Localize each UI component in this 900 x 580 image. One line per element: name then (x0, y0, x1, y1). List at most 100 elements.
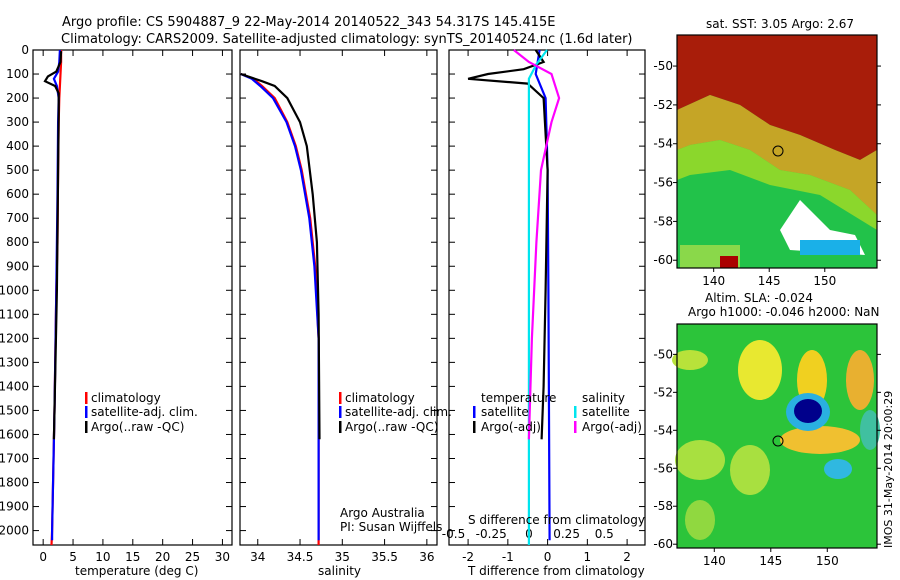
x-tick-label: 34.5 (287, 550, 314, 564)
temperature-xlabel: temperature (deg C) (75, 564, 198, 578)
legend-swatch (85, 421, 88, 433)
y-tick-label: 2000 (0, 524, 29, 538)
y-tick-label: 1300 (0, 355, 29, 369)
legend-swatch (339, 392, 342, 404)
series-line-satellite-adj-clim- (240, 72, 320, 541)
sst-warm-region (677, 35, 877, 160)
legend-label-argo: Argo(..raw -QC) (91, 420, 184, 434)
salinity-xlabel: salinity (318, 564, 361, 578)
lon-tick-label: 140 (702, 274, 725, 288)
series-line-t-satellite (534, 49, 551, 541)
sla-anomaly (672, 350, 708, 370)
y-tick-label: 1700 (0, 451, 29, 465)
lon-tick-label: 145 (758, 274, 781, 288)
lon-tick-label: 140 (703, 554, 726, 568)
sst-patch (720, 256, 738, 268)
map-frame (676, 323, 878, 549)
y-tick-label: 1200 (0, 331, 29, 345)
lat-tick-label: -52 (653, 98, 673, 112)
series-line-argo-raw-qc- (43, 51, 63, 440)
y-tick-label: 200 (6, 91, 29, 105)
x-tick-label: 30 (215, 550, 230, 564)
x-tick-label: -2 (462, 550, 474, 564)
y-tick-label: 100 (6, 67, 29, 81)
legend-label-t-satellite: satellite (481, 405, 529, 419)
x-tick-label: 10 (95, 550, 110, 564)
x-tick-label: 36 (419, 550, 434, 564)
series-line-s-argo-adj- (513, 49, 561, 440)
sla-anomaly (860, 410, 880, 450)
y-tick-label: 1600 (0, 427, 29, 441)
x-tick-label: 25 (185, 550, 200, 564)
sla-map: 140 145 150 -50 -52 -54 -56 -58 -60 (653, 323, 881, 568)
s-diff-tick-label: -0.25 (476, 527, 507, 541)
title-line-2: Climatology: CARS2009. Satellite-adjuste… (61, 32, 633, 47)
y-tick-label: 0 (21, 43, 29, 57)
series-line-t-argo-adj- (467, 49, 549, 440)
legend-label-climatology: climatology (91, 391, 161, 405)
s-diff-tick-label: -0.5 (442, 527, 465, 541)
sla-map-title-1: Altim. SLA: -0.024 (705, 291, 813, 305)
y-tick-label: 600 (6, 187, 29, 201)
lat-tick-label: -54 (653, 137, 673, 151)
x-tick-label: 20 (155, 550, 170, 564)
s-diff-tick-label: 0.25 (553, 527, 580, 541)
series-line-argo-raw-qc- (240, 72, 321, 440)
lon-tick-label: 150 (816, 554, 839, 568)
y-tick-label: 900 (6, 259, 29, 273)
y-tick-label: 1000 (0, 283, 29, 297)
lon-tick-label: 145 (759, 554, 782, 568)
y-tick-label: 1100 (0, 307, 29, 321)
legend-swatch (85, 392, 88, 404)
series-line-s-satellite (527, 49, 548, 545)
legend-title-salinity: salinity (582, 391, 625, 405)
annotation-argo-australia: Argo Australia (340, 506, 425, 520)
y-tick-label: 1400 (0, 379, 29, 393)
y-tick-label: 800 (6, 235, 29, 249)
lat-tick-label: -60 (653, 253, 673, 267)
sla-anomaly (846, 350, 874, 410)
x-tick-label: 34 (250, 550, 265, 564)
sst-map-title: sat. SST: 3.05 Argo: 2.67 (706, 17, 854, 31)
sla-eddy-small (824, 459, 852, 479)
lat-tick-label: -50 (653, 59, 673, 73)
y-tick-label: 1900 (0, 500, 29, 514)
plot-frame (32, 49, 233, 546)
lat-tick-label: -58 (653, 499, 673, 513)
argo-position-marker (772, 145, 784, 157)
sla-anomaly (685, 500, 715, 540)
sst-map: 140 145 150 -50 -52 -54 -56 -58 -60 (653, 34, 881, 288)
sdiff-xlabel: S difference from climatology (468, 513, 645, 527)
s-diff-tick-label: 0.5 (595, 527, 614, 541)
legend-label-s-argo: Argo(-adj) (582, 420, 642, 434)
legend-title-temperature: temperature (481, 391, 556, 405)
x-tick-label: 0 (39, 550, 47, 564)
imos-stamp: IMOS 31-May-2014 20:00:29 (882, 391, 895, 548)
sla-anomaly (730, 445, 770, 495)
legend-label-argo: Argo(..raw -QC) (345, 420, 438, 434)
x-tick-label: 1 (584, 550, 592, 564)
y-tick-label: 400 (6, 139, 29, 153)
map-frame (676, 34, 878, 269)
lon-tick-label: 150 (813, 274, 836, 288)
y-tick-label: 1800 (0, 476, 29, 490)
sla-eddy-core (794, 399, 822, 423)
legend-label-satellite: satellite-adj. clim. (345, 405, 452, 419)
lat-tick-label: -56 (653, 461, 673, 475)
legend-swatch (473, 421, 476, 433)
legend-swatch (339, 421, 342, 433)
lat-tick-label: -60 (653, 537, 673, 551)
tdiff-xlabel: T difference from climatology (467, 564, 645, 578)
lat-tick-label: -54 (653, 423, 673, 437)
sst-front-yellow (677, 140, 877, 230)
legend-swatch (574, 406, 577, 418)
sla-anomaly (738, 340, 782, 400)
x-tick-label: 15 (125, 550, 140, 564)
x-tick-label: 5 (69, 550, 77, 564)
legend-swatch (574, 421, 577, 433)
legend-swatch (339, 406, 342, 418)
lat-tick-label: -52 (653, 385, 673, 399)
y-tick-label: 700 (6, 211, 29, 225)
lat-tick-label: -56 (653, 176, 673, 190)
